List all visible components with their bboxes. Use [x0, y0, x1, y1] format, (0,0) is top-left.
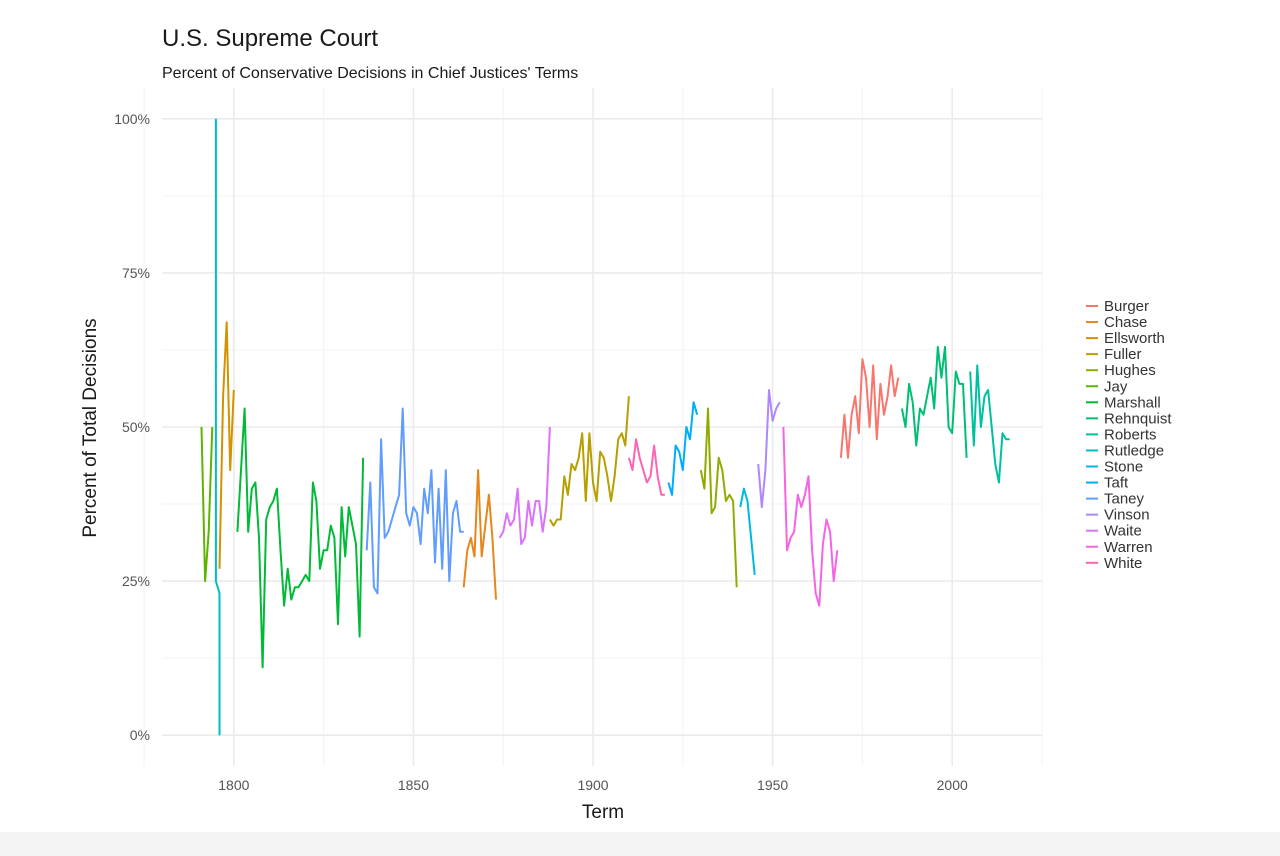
y-tick-label: 50% [122, 419, 150, 435]
x-tick-label: 2000 [937, 777, 968, 793]
legend-label-taft: Taft [1104, 475, 1129, 492]
legend-label-rehnquist: Rehnquist [1104, 410, 1172, 427]
x-tick-label: 1800 [218, 777, 249, 793]
series-line-fuller [549, 396, 630, 527]
y-tick-label: 0% [130, 727, 150, 743]
bottom-strip [0, 832, 1280, 856]
x-tick-label: 1900 [577, 777, 608, 793]
grid-major [162, 88, 1042, 766]
legend-label-chase: Chase [1104, 314, 1147, 331]
y-tick-label: 75% [122, 265, 150, 281]
legend-label-jay: Jay [1104, 378, 1128, 395]
series-line-rehnquist [900, 345, 968, 458]
y-tick-label: 100% [114, 111, 150, 127]
series-line-marshall [236, 407, 365, 669]
series-line-vinson [757, 389, 781, 509]
series-lines [200, 118, 1010, 736]
legend: BurgerChaseEllsworthFullerHughesJayMarsh… [1086, 298, 1172, 572]
legend-label-hughes: Hughes [1104, 362, 1156, 379]
legend-label-vinson: Vinson [1104, 507, 1150, 524]
legend-label-stone: Stone [1104, 459, 1143, 476]
legend-label-taney: Taney [1104, 491, 1145, 508]
series-line-ellsworth [218, 321, 235, 569]
x-tick-label: 1950 [757, 777, 788, 793]
series-line-warren [782, 426, 839, 607]
y-axis-title: Percent of Total Decisions [80, 318, 101, 537]
y-tick-label: 25% [122, 573, 150, 589]
series-line-taft [667, 401, 699, 496]
x-axis-ticks: 1800 1850 1900 1950 2000 [218, 777, 968, 793]
y-axis-ticks: 0% 25% 50% 75% 100% [114, 111, 150, 743]
series-line-stone [739, 487, 756, 575]
legend-label-rutledge: Rutledge [1104, 442, 1164, 459]
series-line-jay [200, 426, 214, 583]
legend-label-waite: Waite [1104, 523, 1142, 540]
series-line-roberts [969, 364, 1010, 484]
legend-label-roberts: Roberts [1104, 426, 1157, 443]
legend-label-burger: Burger [1104, 298, 1149, 315]
chart-subtitle: Percent of Conservative Decisions in Chi… [162, 65, 578, 82]
series-line-chase [462, 469, 497, 600]
x-axis-title: Term [582, 802, 624, 823]
x-tick-label: 1850 [398, 777, 429, 793]
legend-label-white: White [1104, 555, 1142, 572]
chart-title: U.S. Supreme Court [162, 25, 378, 52]
legend-label-fuller: Fuller [1104, 346, 1142, 363]
legend-label-marshall: Marshall [1104, 394, 1161, 411]
series-line-rutledge [214, 118, 221, 736]
series-line-white [627, 438, 665, 496]
legend-label-warren: Warren [1104, 539, 1153, 556]
series-line-waite [498, 426, 551, 546]
series-line-taney [365, 407, 464, 595]
legend-label-ellsworth: Ellsworth [1104, 330, 1165, 347]
series-line-burger [839, 358, 900, 459]
series-line-hughes [699, 407, 738, 588]
